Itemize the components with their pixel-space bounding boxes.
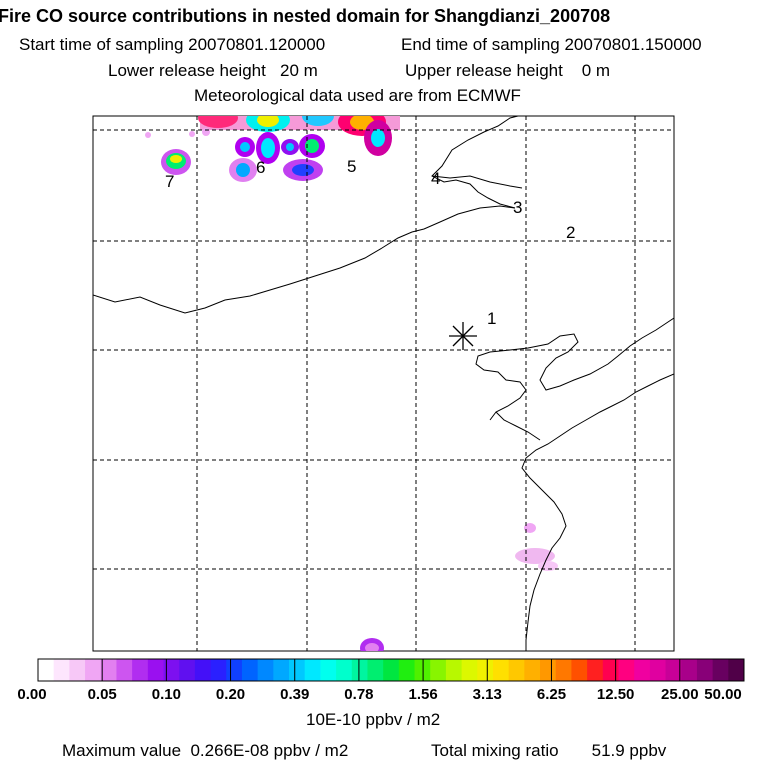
colorbar-swatch (712, 659, 729, 681)
colorbar-swatch (445, 659, 463, 681)
colorbar-swatch (241, 659, 259, 681)
colorbar-swatch (336, 659, 353, 681)
colorbar-tick-label: 6.25 (536, 686, 567, 703)
colorbar-swatch (634, 659, 651, 681)
colorbar-swatch (602, 659, 619, 681)
colorbar (37, 658, 745, 682)
lower-release-label: Lower release height 20 m (108, 61, 318, 80)
colorbar-swatch (69, 659, 86, 681)
colorbar-swatch (508, 659, 525, 681)
colorbar-swatch (132, 659, 149, 681)
cluster-label-6: 6 (256, 158, 266, 177)
colorbar-swatch (492, 659, 510, 681)
colorbar-tick-label: 25.00 (661, 686, 699, 703)
colorbar-tick-label: 0.10 (151, 686, 181, 703)
colorbar-swatch (116, 659, 133, 681)
colorbar-swatch (665, 659, 682, 681)
colorbar-swatch (147, 659, 165, 681)
asterisk-icon (449, 322, 477, 350)
colorbar-tick-label: 50.00 (704, 686, 742, 703)
colorbar-swatch (728, 659, 745, 681)
coastline (93, 116, 674, 651)
colorbar-swatch (257, 659, 274, 681)
met-data-label: Meteorological data used are from ECMWF (194, 86, 521, 105)
colorbar-tick-label: 3.13 (472, 686, 502, 703)
colorbar-tick-label: 0.20 (215, 686, 246, 703)
colorbar-swatch (304, 659, 321, 681)
colorbar-swatch (85, 659, 102, 681)
total-mixing-ratio-label: Total mixing ratio 51.9 ppbv (431, 741, 667, 760)
colorbar-swatch (320, 659, 337, 681)
colorbar-swatch (226, 659, 243, 681)
colorbar-tick-label: 0.39 (280, 686, 310, 703)
colorbar-swatch (38, 659, 55, 681)
cluster-label-4: 4 (431, 169, 441, 188)
colorbar-swatch (681, 659, 698, 681)
colorbar-swatch (273, 659, 290, 681)
colorbar-swatch (398, 659, 416, 681)
colorbar-swatch (53, 659, 70, 681)
colorbar-swatch (555, 659, 572, 681)
end-time-label: End time of sampling 20070801.150000 (401, 35, 702, 54)
colorbar-tick-label: 0.05 (87, 686, 117, 703)
map-frame (92, 115, 675, 652)
colorbar-swatch (289, 659, 306, 681)
cluster-label-3: 3 (513, 198, 523, 217)
colorbar-tick-label: 12.50 (596, 686, 635, 703)
colorbar-swatch (571, 659, 588, 681)
maximum-value-label: Maximum value 0.266E-08 ppbv / m2 (62, 741, 349, 760)
colorbar-swatch (367, 659, 384, 681)
colorbar-swatch (696, 659, 714, 681)
colorbar-swatch (540, 659, 557, 681)
colorbar-swatch (524, 659, 541, 681)
colorbar-swatch (430, 659, 447, 681)
colorbar-tick-label: 1.56 (408, 686, 438, 703)
cluster-label-2: 2 (566, 223, 576, 242)
colorbar-swatch (461, 659, 478, 681)
colorbar-swatch (210, 659, 227, 681)
colorbar-frame (37, 658, 745, 682)
lat-lon-grid (93, 116, 674, 651)
start-time-label: Start time of sampling 20070801.120000 (19, 35, 326, 54)
cluster-label-5: 5 (347, 157, 357, 176)
colorbar-swatch (351, 659, 368, 681)
colorbar-swatch (163, 659, 180, 681)
colorbar-swatch (100, 659, 117, 681)
upper-release-label: Upper release height 0 m (405, 61, 611, 80)
colorbar-swatch (587, 659, 604, 681)
colorbar-swatch (179, 659, 196, 681)
colorbar-swatch (477, 659, 494, 681)
concentration-plume (145, 116, 558, 651)
colorbar-swatch (618, 659, 635, 681)
colorbar-unit-label: 10E-10 ppbv / m2 (306, 710, 441, 729)
chart-title: Fire CO source contributions in nested d… (0, 6, 611, 26)
cluster-label-7: 7 (165, 172, 175, 191)
colorbar-swatch (649, 659, 667, 681)
cluster-label-1: 1 (487, 309, 497, 328)
colorbar-swatch (194, 659, 212, 681)
colorbar-tick-label: 0.00 (17, 686, 47, 703)
colorbar-swatch (383, 659, 400, 681)
colorbar-tick-label: 0.78 (344, 686, 374, 703)
